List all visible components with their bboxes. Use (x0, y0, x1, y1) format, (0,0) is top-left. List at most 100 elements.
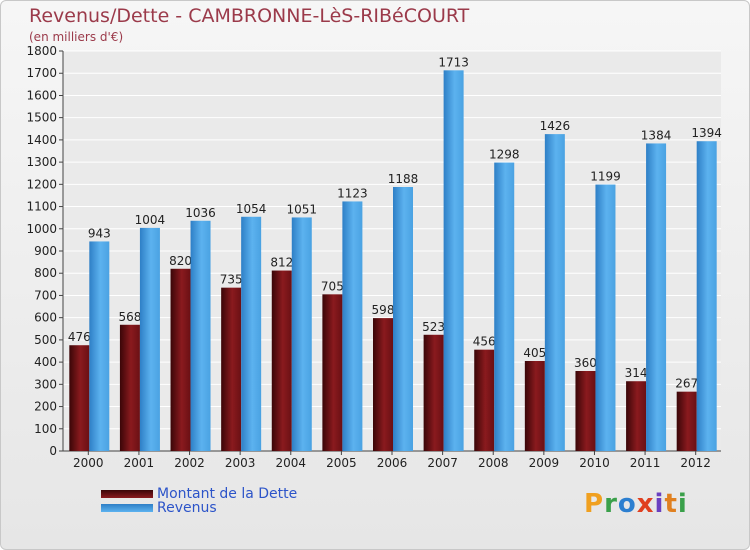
dette-value-label: 812 (270, 256, 293, 270)
x-tick-label: 2002 (174, 456, 205, 470)
dette-bar (119, 324, 140, 451)
revenus-bar (494, 162, 515, 452)
y-tick-label: 600 (34, 311, 57, 325)
revenus-bar (89, 241, 110, 451)
x-tick-label: 2000 (73, 456, 104, 470)
chart-subtitle: (en milliers d'€) (29, 30, 124, 44)
y-tick-label: 0 (49, 444, 57, 458)
revenus-value-label: 1054 (236, 202, 267, 216)
x-tick-label: 2001 (124, 456, 155, 470)
x-tick-label: 2005 (326, 456, 357, 470)
y-tick-label: 900 (34, 244, 57, 258)
dette-bar (221, 287, 242, 451)
dette-value-label: 523 (422, 320, 445, 334)
legend-swatch-revenus (101, 504, 153, 512)
dette-value-label: 705 (321, 279, 344, 293)
revenus-value-label: 1713 (438, 55, 469, 69)
x-tick-label: 2003 (225, 456, 256, 470)
logo-letter: i (654, 489, 665, 519)
dette-bar (322, 294, 343, 451)
logo-letter: t (664, 489, 678, 519)
y-tick-label: 1400 (26, 133, 57, 147)
revenus-bar (291, 217, 312, 451)
revenus-bar (595, 184, 616, 452)
revenus-value-label: 1298 (489, 148, 520, 162)
revenus-bar (696, 141, 717, 451)
revenus-value-label: 943 (88, 226, 111, 240)
y-tick-label: 1100 (26, 200, 57, 214)
revenus-value-label: 1384 (641, 128, 672, 142)
x-tick-label: 2011 (630, 456, 661, 470)
dette-bar (474, 349, 495, 451)
y-tick-label: 100 (34, 422, 57, 436)
y-tick-label: 1700 (26, 66, 57, 80)
dette-value-label: 820 (169, 254, 192, 268)
y-tick-label: 300 (34, 377, 57, 391)
y-tick-label: 1200 (26, 177, 57, 191)
dette-value-label: 267 (675, 377, 698, 391)
dette-value-label: 735 (220, 273, 243, 287)
dette-value-label: 405 (523, 346, 546, 360)
y-tick-label: 800 (34, 266, 57, 280)
proxiti-logo: Proxiti (584, 489, 688, 519)
revenus-value-label: 1199 (590, 170, 621, 184)
x-tick-label: 2009 (529, 456, 560, 470)
y-tick-label: 1000 (26, 222, 57, 236)
x-tick-label: 2012 (680, 456, 711, 470)
revenus-value-label: 1051 (286, 202, 317, 216)
logo-letter: r (604, 489, 618, 519)
revenus-bar (342, 201, 363, 451)
dette-bar (373, 318, 393, 451)
x-tick-label: 2006 (377, 456, 408, 470)
dette-value-label: 598 (372, 303, 395, 317)
dette-value-label: 360 (574, 356, 597, 370)
dette-bar (69, 345, 90, 451)
dette-bar (524, 361, 545, 451)
legend-label-revenus: Revenus (157, 500, 217, 516)
dette-value-label: 476 (68, 330, 91, 344)
y-tick-label: 500 (34, 333, 57, 347)
x-tick-label: 2010 (579, 456, 610, 470)
y-tick-label: 200 (34, 400, 57, 414)
y-tick-label: 700 (34, 288, 57, 302)
revenus-value-label: 1123 (337, 186, 368, 200)
logo-letter: i (677, 489, 688, 519)
revenus-value-label: 1394 (691, 126, 722, 140)
logo-letter: x (636, 489, 655, 519)
y-tick-label: 400 (34, 355, 57, 369)
dette-bar (423, 334, 444, 451)
x-tick-label: 2004 (275, 456, 306, 470)
y-tick-label: 1300 (26, 155, 57, 169)
dette-bar (271, 270, 292, 451)
legend-swatch-dette (101, 490, 153, 498)
revenus-bar (443, 70, 464, 451)
logo-letter: P (584, 489, 605, 519)
revenus-bar (241, 216, 262, 451)
x-tick-label: 2008 (478, 456, 509, 470)
logo-letter: o (617, 489, 637, 519)
revenus-value-label: 1004 (135, 213, 166, 227)
y-tick-label: 1800 (26, 44, 57, 58)
revenus-value-label: 1188 (388, 172, 419, 186)
y-tick-label: 1600 (26, 88, 57, 102)
chart-title: Revenus/Dette - CAMBRONNE-LèS-RIBéCOURT (29, 5, 470, 27)
x-tick-label: 2007 (427, 456, 458, 470)
revenus-bar (646, 143, 667, 451)
revenus-bar (139, 227, 160, 451)
dette-value-label: 314 (625, 366, 648, 380)
legend-label-dette: Montant de la Dette (157, 486, 298, 502)
dette-value-label: 568 (118, 310, 141, 324)
revenus-bar (190, 220, 211, 451)
dette-bar (170, 268, 191, 451)
dette-bar (626, 381, 647, 451)
dette-bar (575, 371, 596, 451)
revenus-value-label: 1426 (540, 119, 571, 133)
y-tick-label: 1500 (26, 111, 57, 125)
revenus-bar (393, 187, 413, 451)
revenus-value-label: 1036 (185, 206, 216, 220)
dette-bar (676, 391, 697, 451)
dette-value-label: 456 (473, 335, 496, 349)
revenus-bar (544, 134, 565, 451)
